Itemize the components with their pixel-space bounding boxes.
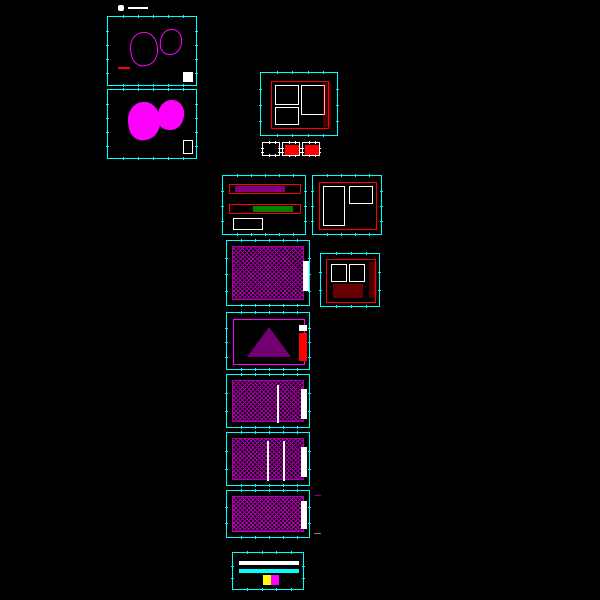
sheet-s4c <box>302 142 320 156</box>
rect-3 <box>275 107 299 125</box>
accent-0 <box>305 145 319 155</box>
rect-2 <box>233 218 263 230</box>
rect-2 <box>323 186 345 226</box>
sheet-s4b <box>282 142 300 156</box>
side-label-1: — <box>314 530 321 537</box>
accent-0 <box>285 145 299 155</box>
accent-1 <box>267 441 269 481</box>
accent-1 <box>118 67 130 69</box>
accent-0 <box>303 261 309 291</box>
triangle-outline <box>247 327 291 357</box>
header-line <box>128 7 148 9</box>
sheet-s13 <box>232 552 304 590</box>
sheet-s3 <box>260 72 338 136</box>
accent-1 <box>277 385 279 423</box>
sheet-s6 <box>312 175 382 235</box>
sheet-s12 <box>226 490 310 538</box>
header-dot <box>118 5 124 11</box>
accent-0 <box>183 140 193 154</box>
accent-1 <box>263 575 271 585</box>
hatch-fill <box>232 380 304 422</box>
accent-1 <box>253 206 293 212</box>
accent-0 <box>301 501 307 529</box>
sheet-s8 <box>320 253 380 307</box>
hatch-fill <box>232 496 304 532</box>
rect-1 <box>239 569 299 573</box>
accent-0 <box>183 72 193 82</box>
blob-0 <box>126 100 163 142</box>
rect-0 <box>239 561 299 565</box>
sheet-s7 <box>226 240 310 306</box>
sheet-s4a <box>262 142 280 156</box>
accent-0 <box>323 83 331 127</box>
accent-0 <box>333 284 363 298</box>
rect-1 <box>331 264 347 282</box>
accent-0 <box>301 447 307 477</box>
accent-2 <box>283 441 285 481</box>
blob-1 <box>157 99 186 131</box>
sheet-s2 <box>107 89 197 159</box>
accent-1 <box>369 262 377 298</box>
sheet-s5 <box>222 175 306 235</box>
hatch-fill <box>232 246 304 300</box>
blob-0 <box>127 30 160 68</box>
rect-2 <box>349 264 365 282</box>
rect-1 <box>349 186 373 204</box>
sheet-s11 <box>226 432 310 486</box>
sheet-s10 <box>226 374 310 428</box>
rect-1 <box>275 85 299 105</box>
accent-0 <box>299 333 307 361</box>
rect-2 <box>301 85 325 115</box>
accent-1 <box>299 325 307 331</box>
sheet-s9 <box>226 312 310 370</box>
sheet-s1 <box>107 16 197 86</box>
blob-1 <box>159 28 183 56</box>
accent-0 <box>301 389 307 419</box>
accent-0 <box>235 186 285 192</box>
side-label-0: — <box>314 492 321 499</box>
